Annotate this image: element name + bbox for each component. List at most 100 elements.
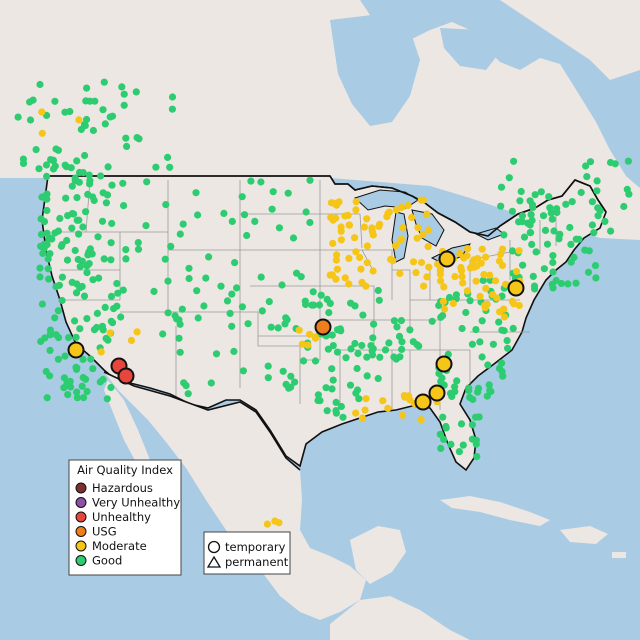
moderate-monitor-dot — [337, 236, 345, 244]
good-monitor-dot — [301, 297, 309, 305]
moderate-monitor-dot — [329, 216, 337, 224]
good-monitor-dot — [46, 326, 55, 334]
moderate-monitor-dot — [75, 116, 83, 124]
moderate-monitor-dot — [472, 277, 480, 285]
moderate-monitor-dot — [306, 330, 314, 338]
good-monitor-dot — [51, 229, 59, 237]
good-monitor-dot — [495, 364, 504, 372]
cuba — [440, 496, 550, 526]
moderate-monitor-dot — [404, 201, 412, 210]
good-monitor-dot — [66, 377, 74, 385]
moderate-monitor-dot — [473, 262, 481, 270]
good-monitor-dot — [287, 372, 295, 380]
good-monitor-dot — [447, 440, 455, 448]
good-monitor-dot — [202, 274, 210, 282]
good-monitor-dot — [550, 227, 558, 235]
good-monitor-dot — [459, 441, 467, 449]
good-monitor-dot — [51, 97, 59, 105]
moderate-monitor-dot — [368, 224, 376, 232]
moderate-monitor-dot — [463, 287, 471, 295]
good-monitor-dot — [83, 269, 91, 277]
good-monitor-dot — [123, 142, 131, 150]
good-monitor-dot — [485, 381, 493, 389]
moderate-monitor-dot — [358, 414, 367, 422]
good-monitor-dot — [107, 317, 115, 325]
good-monitor-dot — [79, 169, 87, 177]
aqi-legend-title: Air Quality Index — [77, 463, 173, 477]
good-monitor-dot — [337, 327, 345, 335]
moderate-monitor-dot — [458, 273, 466, 281]
good-monitor-dot — [82, 208, 90, 216]
good-monitor-dot — [607, 227, 615, 235]
good-monitor-dot — [479, 276, 487, 284]
moderate-monitor-dot — [344, 211, 352, 219]
moderate-monitor-dot — [389, 257, 397, 265]
moderate-monitor-dot — [451, 273, 459, 281]
good-monitor-dot — [275, 224, 283, 232]
good-monitor-dot — [120, 101, 128, 109]
good-monitor-dot — [58, 296, 66, 305]
good-monitor-dot — [207, 379, 215, 387]
good-monitor-dot — [37, 230, 46, 238]
good-monitor-dot — [76, 325, 84, 333]
moderate-monitor-dot — [405, 392, 413, 400]
moderate-monitor-dot — [361, 406, 369, 414]
good-monitor-dot — [323, 407, 331, 415]
good-monitor-dot — [14, 113, 22, 121]
good-monitor-dot — [62, 194, 70, 202]
good-monitor-dot — [306, 176, 314, 184]
good-monitor-dot — [178, 305, 186, 313]
good-monitor-dot — [476, 338, 484, 346]
moderate-monitor-dot — [332, 275, 340, 283]
good-monitor-dot — [284, 189, 292, 197]
good-monitor-dot — [264, 362, 272, 370]
good-monitor-dot — [43, 172, 51, 180]
moderate-monitor-dot — [271, 517, 279, 525]
good-monitor-dot — [358, 341, 366, 350]
moderate-monitor-dot — [38, 129, 46, 137]
good-monitor-dot — [185, 264, 193, 272]
good-monitor-dot — [624, 157, 633, 165]
good-monitor-dot — [516, 197, 524, 205]
good-monitor-dot — [89, 276, 97, 284]
good-monitor-dot — [35, 165, 43, 173]
good-monitor-dot — [39, 249, 47, 257]
good-monitor-dot — [590, 229, 598, 237]
good-monitor-dot — [168, 93, 177, 101]
good-monitor-dot — [78, 257, 86, 265]
good-monitor-dot — [568, 198, 576, 206]
good-monitor-dot — [541, 226, 550, 234]
aqi-legend-swatch — [75, 497, 87, 508]
good-monitor-dot — [93, 309, 101, 317]
good-monitor-dot — [36, 273, 44, 281]
moderate-monitor-dot — [515, 247, 523, 255]
good-monitor-dot — [226, 309, 234, 317]
moderate-monitor-dot — [496, 250, 505, 258]
good-monitor-dot — [347, 345, 355, 353]
good-monitor-dot — [119, 179, 127, 187]
good-monitor-dot — [291, 378, 299, 386]
good-monitor-dot — [134, 245, 143, 253]
good-monitor-dot — [508, 247, 517, 255]
good-monitor-dot — [107, 383, 115, 392]
moderate-monitor-dot — [500, 313, 508, 321]
good-monitor-dot — [503, 337, 511, 345]
good-monitor-dot — [73, 394, 81, 402]
good-monitor-dot — [484, 361, 492, 369]
good-monitor-dot — [73, 157, 81, 165]
good-monitor-dot — [472, 326, 480, 334]
good-monitor-dot — [472, 436, 480, 444]
moderate-monitor-dot — [351, 234, 359, 242]
good-monitor-dot — [159, 330, 167, 338]
good-monitor-dot — [166, 163, 174, 171]
temporary-monitor-moderate — [435, 355, 453, 373]
good-monitor-dot — [228, 322, 236, 330]
good-monitor-dot — [374, 374, 382, 383]
good-monitor-dot — [539, 212, 548, 220]
good-monitor-dot — [547, 209, 555, 217]
good-monitor-dot — [531, 285, 539, 293]
good-monitor-dot — [269, 188, 277, 196]
good-monitor-dot — [478, 353, 486, 361]
good-monitor-dot — [101, 303, 109, 311]
